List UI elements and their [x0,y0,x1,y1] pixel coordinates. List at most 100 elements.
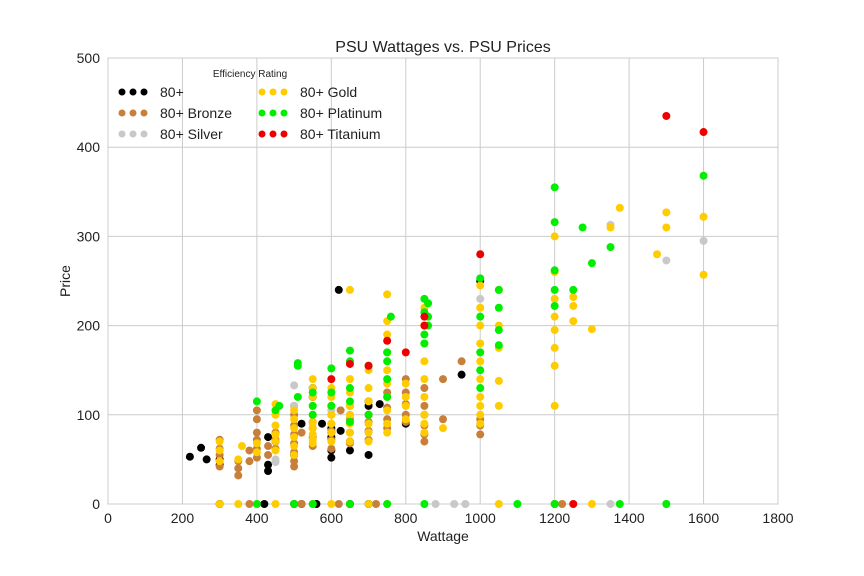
data-point [699,212,708,221]
data-point [401,415,410,424]
y-tick-label: 100 [77,407,101,423]
x-tick-label: 400 [245,510,269,526]
data-point [450,500,459,508]
data-point [308,410,317,419]
data-point [662,223,671,232]
data-point [550,401,559,410]
data-point [476,419,485,428]
data-point [550,343,559,352]
data-point [271,446,280,455]
data-point [383,348,392,357]
legend-item: 80+ Platinum [258,105,382,121]
data-point [345,446,354,455]
data-point [550,326,559,335]
y-axis-label: Price [57,265,73,297]
x-tick-label: 1200 [539,510,570,526]
data-point [345,410,354,419]
data-point [375,400,384,409]
x-axis-label: Wattage [417,528,469,544]
data-point [308,388,317,397]
data-point [550,500,559,508]
data-point [252,500,261,508]
data-point [234,464,243,473]
data-point [364,500,373,508]
legend-marker [280,88,288,96]
data-point [420,437,429,446]
x-tick-label: 600 [320,510,344,526]
data-point [252,415,261,424]
y-tick-label: 400 [77,139,101,155]
data-point [308,417,317,426]
data-point [420,357,429,366]
data-point [290,462,299,471]
series-80-titanium [327,111,708,508]
data-point [558,500,567,508]
data-point [420,419,429,428]
data-point [513,500,522,508]
data-point [662,111,671,120]
data-point [606,243,615,252]
legend-marker [118,130,126,138]
data-point [383,428,392,437]
legend-marker [129,109,137,117]
legend-marker [140,88,148,96]
data-point [271,430,280,439]
data-point [662,208,671,217]
data-point [293,392,302,401]
legend-item: 80+ Bronze [118,105,232,121]
data-point [420,312,429,321]
data-point [476,303,485,312]
data-point [290,450,299,459]
data-point [476,375,485,384]
data-point [699,236,708,245]
data-point [290,381,299,390]
data-point [364,428,373,437]
data-point [587,325,596,334]
legend-label: 80+ [160,84,184,100]
data-point [550,232,559,241]
data-point [494,285,503,294]
legend-label: 80+ Titanium [300,126,381,142]
data-point [420,375,429,384]
data-point [252,406,261,415]
data-point [245,457,254,466]
data-point [569,317,578,326]
data-point [476,410,485,419]
legend-item: 80+ Silver [118,126,223,142]
data-point [293,361,302,370]
data-point [327,388,336,397]
legend-marker [258,130,266,138]
data-point [606,500,615,508]
y-tick-label: 300 [77,228,101,244]
data-point [308,500,317,508]
data-point [420,428,429,437]
legend-label: 80+ Bronze [160,105,232,121]
data-point [297,500,306,508]
data-point [550,285,559,294]
data-point [271,421,280,430]
data-point [264,433,273,442]
x-tick-label: 1000 [465,510,496,526]
data-point [215,446,224,455]
data-point [383,392,392,401]
data-point [550,266,559,275]
data-point [476,312,485,321]
data-point [215,500,224,508]
data-point [327,428,336,437]
data-point [264,450,273,459]
data-point [476,401,485,410]
data-point [476,348,485,357]
data-point [290,433,299,442]
data-point [245,500,254,508]
data-point [699,270,708,279]
data-point [461,500,470,508]
data-point [420,384,429,393]
data-point [264,460,273,469]
data-point [345,375,354,384]
data-point [587,500,596,508]
data-point [275,401,284,410]
data-point [327,437,336,446]
data-point [383,366,392,375]
data-point [476,321,485,330]
